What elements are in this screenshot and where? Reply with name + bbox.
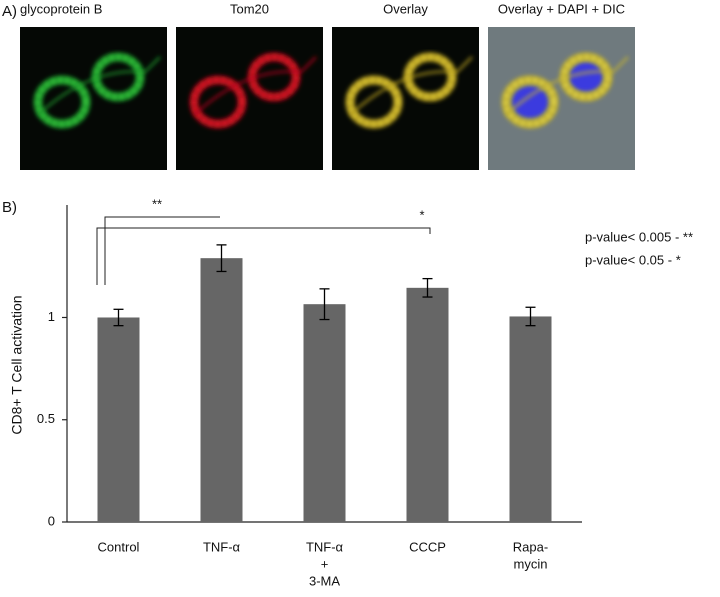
image-title: glycoprotein B <box>20 1 102 16</box>
nucleus <box>569 62 603 92</box>
error-bar <box>422 277 433 298</box>
process <box>37 56 161 116</box>
image-title: Tom20 <box>230 1 269 16</box>
bar <box>406 287 449 522</box>
annotation: p-value< 0.005 - ** <box>585 229 693 244</box>
x-tick-label: mycin <box>514 556 548 571</box>
bar <box>509 316 552 522</box>
y-tick-label: 0 <box>48 513 55 528</box>
image-title: Overlay <box>383 1 428 16</box>
image-bg <box>332 27 479 170</box>
x-tick-label: Control <box>98 539 140 554</box>
x-tick-label: CCCP <box>409 539 446 554</box>
micrograph <box>332 27 479 170</box>
significance-bracket <box>104 216 220 285</box>
process <box>349 56 473 116</box>
x-tick-label: TNF-α <box>306 539 344 554</box>
bar <box>303 304 346 522</box>
x-tick-label: Rapa- <box>513 539 548 554</box>
y-tick-label: 1 <box>48 309 55 324</box>
cell <box>36 78 88 126</box>
image-bg <box>176 27 323 170</box>
process <box>505 56 629 116</box>
error-bar <box>113 308 124 327</box>
nucleus <box>512 86 548 118</box>
image-title: Overlay + DAPI + DIC <box>498 1 625 16</box>
micrograph <box>176 27 323 170</box>
bar <box>200 258 243 522</box>
cell <box>406 55 454 99</box>
annotation: p-value< 0.05 - * <box>585 252 681 267</box>
process <box>193 56 317 116</box>
cell <box>562 55 610 99</box>
x-tick-label: + <box>321 556 329 571</box>
y-axis-label: CD8+ T Cell activation <box>9 295 25 434</box>
cell <box>504 78 556 126</box>
bar <box>97 317 140 522</box>
cell <box>192 78 244 126</box>
error-bar <box>525 306 536 327</box>
significance-label: * <box>419 207 424 222</box>
cell <box>348 78 400 126</box>
x-tick-label: 3-MA <box>309 573 340 588</box>
y-tick-label: 0.5 <box>37 411 55 426</box>
cell <box>94 55 142 99</box>
panel-label: A) <box>2 3 17 20</box>
error-bar <box>216 244 227 273</box>
micrograph <box>488 27 635 170</box>
significance-label: ** <box>152 196 162 211</box>
cell <box>250 55 298 99</box>
significance-bracket <box>96 227 431 285</box>
error-bar <box>319 288 330 321</box>
panel-label: B) <box>2 199 17 216</box>
x-tick-label: TNF-α <box>203 539 241 554</box>
micrograph <box>20 27 167 170</box>
image-bg <box>20 27 167 170</box>
